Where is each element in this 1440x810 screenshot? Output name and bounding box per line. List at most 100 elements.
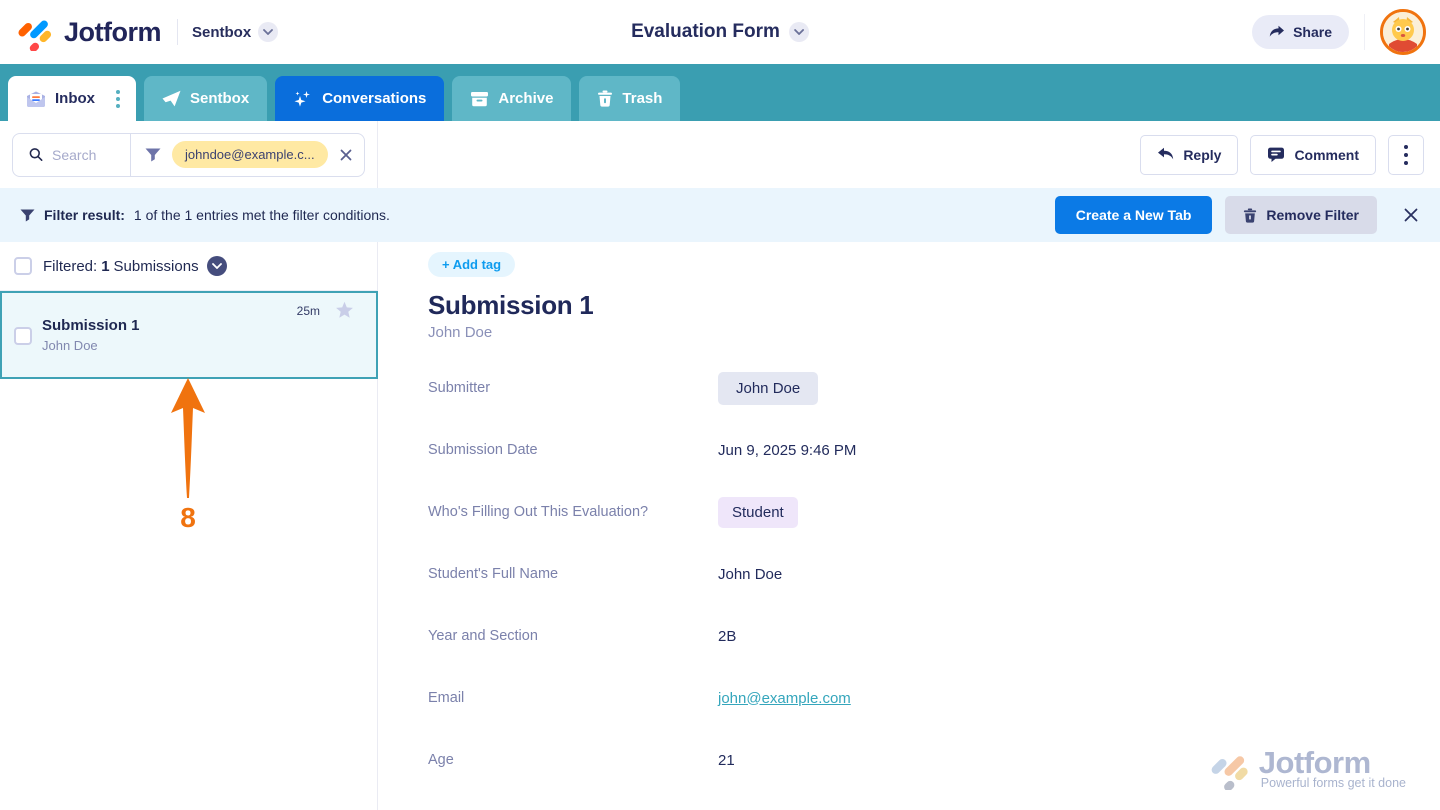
item-subtitle: John Doe	[42, 338, 98, 353]
reply-button-label: Reply	[1183, 146, 1222, 163]
mailbox-tabbar: Inbox Sentbox Conversations Archive	[0, 64, 1440, 121]
share-button[interactable]: Share	[1252, 15, 1349, 49]
tab-inbox[interactable]: Inbox	[8, 76, 136, 121]
submission-title: Submission 1	[428, 290, 594, 320]
submission-list-item[interactable]: Submission 1 John Doe 25m	[0, 291, 378, 379]
brand[interactable]: Jotform	[0, 13, 162, 51]
submission-detail: + Add tag Submission 1 John Doe Submitte…	[378, 242, 1440, 791]
funnel-icon[interactable]	[145, 148, 161, 162]
tab-inbox-label: Inbox	[55, 90, 95, 107]
item-checkbox[interactable]	[14, 327, 32, 345]
list-header-label: Filtered: 1 Submissions	[43, 258, 199, 275]
star-icon[interactable]	[335, 301, 354, 322]
search-filter-box: johndoe@example.c...	[12, 132, 365, 177]
field-list: Submitter John Doe Submission Date Jun 9…	[428, 357, 1440, 791]
top-header: Jotform Sentbox Evaluation Form Share	[0, 0, 1440, 64]
page-title: Evaluation Form	[631, 21, 780, 42]
field-row-year-section: Year and Section 2B	[428, 605, 1440, 667]
field-label: Year and Section	[428, 628, 538, 644]
paper-plane-icon	[162, 90, 181, 107]
field-label: Submitter	[428, 380, 491, 396]
submission-subtitle: John Doe	[428, 324, 493, 341]
search-input[interactable]	[52, 146, 122, 163]
field-value: 21	[718, 751, 735, 769]
detail-action-row: Reply Comment	[378, 121, 1440, 188]
list-header-count: 1	[101, 257, 110, 275]
share-button-label: Share	[1293, 24, 1332, 40]
field-value: John Doe	[718, 565, 783, 583]
list-header: Filtered: 1 Submissions	[0, 242, 377, 291]
envelope-icon	[27, 91, 45, 107]
field-label: Student's Full Name	[428, 566, 559, 582]
list-header-suffix: Submissions	[113, 257, 199, 275]
close-banner-icon[interactable]	[1400, 204, 1422, 226]
tab-archive-label: Archive	[498, 90, 554, 107]
field-label: Age	[428, 752, 454, 768]
sparkles-icon	[294, 90, 311, 107]
share-arrow-icon	[1269, 25, 1285, 37]
search-icon	[29, 148, 43, 161]
field-row-age: Age 21	[428, 729, 1440, 791]
remove-filter-label: Remove Filter	[1266, 207, 1359, 223]
avatar[interactable]	[1380, 9, 1426, 55]
inbox-tab-menu-icon[interactable]	[110, 86, 126, 112]
field-row-submitter: Submitter John Doe	[428, 357, 1440, 419]
more-options-kebab-icon[interactable]	[1388, 134, 1424, 175]
filter-result-banner: Filter result: 1 of the 1 entries met th…	[0, 188, 1440, 242]
tab-trash[interactable]: Trash	[579, 76, 681, 121]
field-row-student-name: Student's Full Name John Doe	[428, 543, 1440, 605]
jotform-logo-icon	[18, 20, 52, 51]
header-divider	[177, 19, 178, 45]
filter-chip[interactable]: johndoe@example.c...	[172, 141, 328, 168]
list-collapse-chevron-icon[interactable]	[206, 256, 227, 276]
watermark-brand: Jotform	[1258, 745, 1371, 780]
tab-sentbox[interactable]: Sentbox	[144, 76, 268, 121]
filter-result-rest: 1 of the 1 entries met the filter condit…	[133, 207, 390, 223]
watermark-text: Jotform Powerful forms get it done	[1258, 745, 1406, 790]
tab-trash-label: Trash	[622, 90, 663, 107]
avatar-cat-illustration	[1383, 12, 1423, 52]
chevron-down-icon	[258, 22, 279, 42]
field-row-submission-date: Submission Date Jun 9, 2025 9:46 PM	[428, 419, 1440, 481]
tab-conversations[interactable]: Conversations	[275, 76, 445, 121]
product-switcher[interactable]: Sentbox	[192, 22, 279, 42]
reply-arrow-icon	[1158, 147, 1174, 160]
trash-icon	[1244, 208, 1257, 223]
header-divider	[1364, 14, 1365, 50]
remove-filter-button[interactable]: Remove Filter	[1225, 196, 1377, 234]
search-row: johndoe@example.c...	[0, 121, 377, 188]
comment-button[interactable]: Comment	[1250, 134, 1376, 175]
clear-filter-icon[interactable]	[340, 149, 352, 161]
email-link[interactable]: john@example.com	[718, 689, 851, 707]
field-value-chip: John Doe	[718, 371, 819, 405]
item-title: Submission 1	[42, 317, 140, 334]
brand-name: Jotform	[64, 16, 162, 47]
reply-button[interactable]: Reply	[1140, 134, 1239, 175]
create-new-tab-button[interactable]: Create a New Tab	[1054, 196, 1213, 234]
tab-sentbox-label: Sentbox	[190, 90, 250, 107]
field-value-chip: Student	[718, 496, 798, 528]
product-switcher-label: Sentbox	[192, 23, 252, 41]
filter-result-text: Filter result: 1 of the 1 entries met th…	[20, 207, 390, 223]
banner-actions: Create a New Tab Remove Filter	[1054, 196, 1422, 234]
form-title-chevron-icon[interactable]	[788, 22, 809, 42]
tab-conversations-label: Conversations	[322, 90, 427, 107]
archive-box-icon	[471, 91, 489, 106]
field-label: Who's Filling Out This Evaluation?	[428, 504, 649, 520]
search-segment	[13, 133, 131, 176]
list-header-prefix: Filtered:	[43, 257, 98, 275]
filter-result-bold: Filter result:	[44, 207, 125, 223]
field-label: Submission Date	[428, 442, 538, 458]
field-value: Jun 9, 2025 9:46 PM	[718, 441, 857, 459]
item-time: 25m	[296, 304, 320, 318]
jotform-watermark-logo-icon	[1211, 756, 1248, 790]
field-label: Email	[428, 690, 465, 706]
field-row-email: Email john@example.com	[428, 667, 1440, 729]
funnel-icon	[20, 209, 35, 221]
add-tag-button[interactable]: + Add tag	[428, 252, 516, 277]
watermark-tagline: Powerful forms get it done	[1260, 776, 1406, 790]
select-all-checkbox[interactable]	[14, 257, 32, 275]
jotform-watermark: Jotform Powerful forms get it done	[1211, 745, 1406, 790]
tab-archive[interactable]: Archive	[452, 76, 572, 121]
